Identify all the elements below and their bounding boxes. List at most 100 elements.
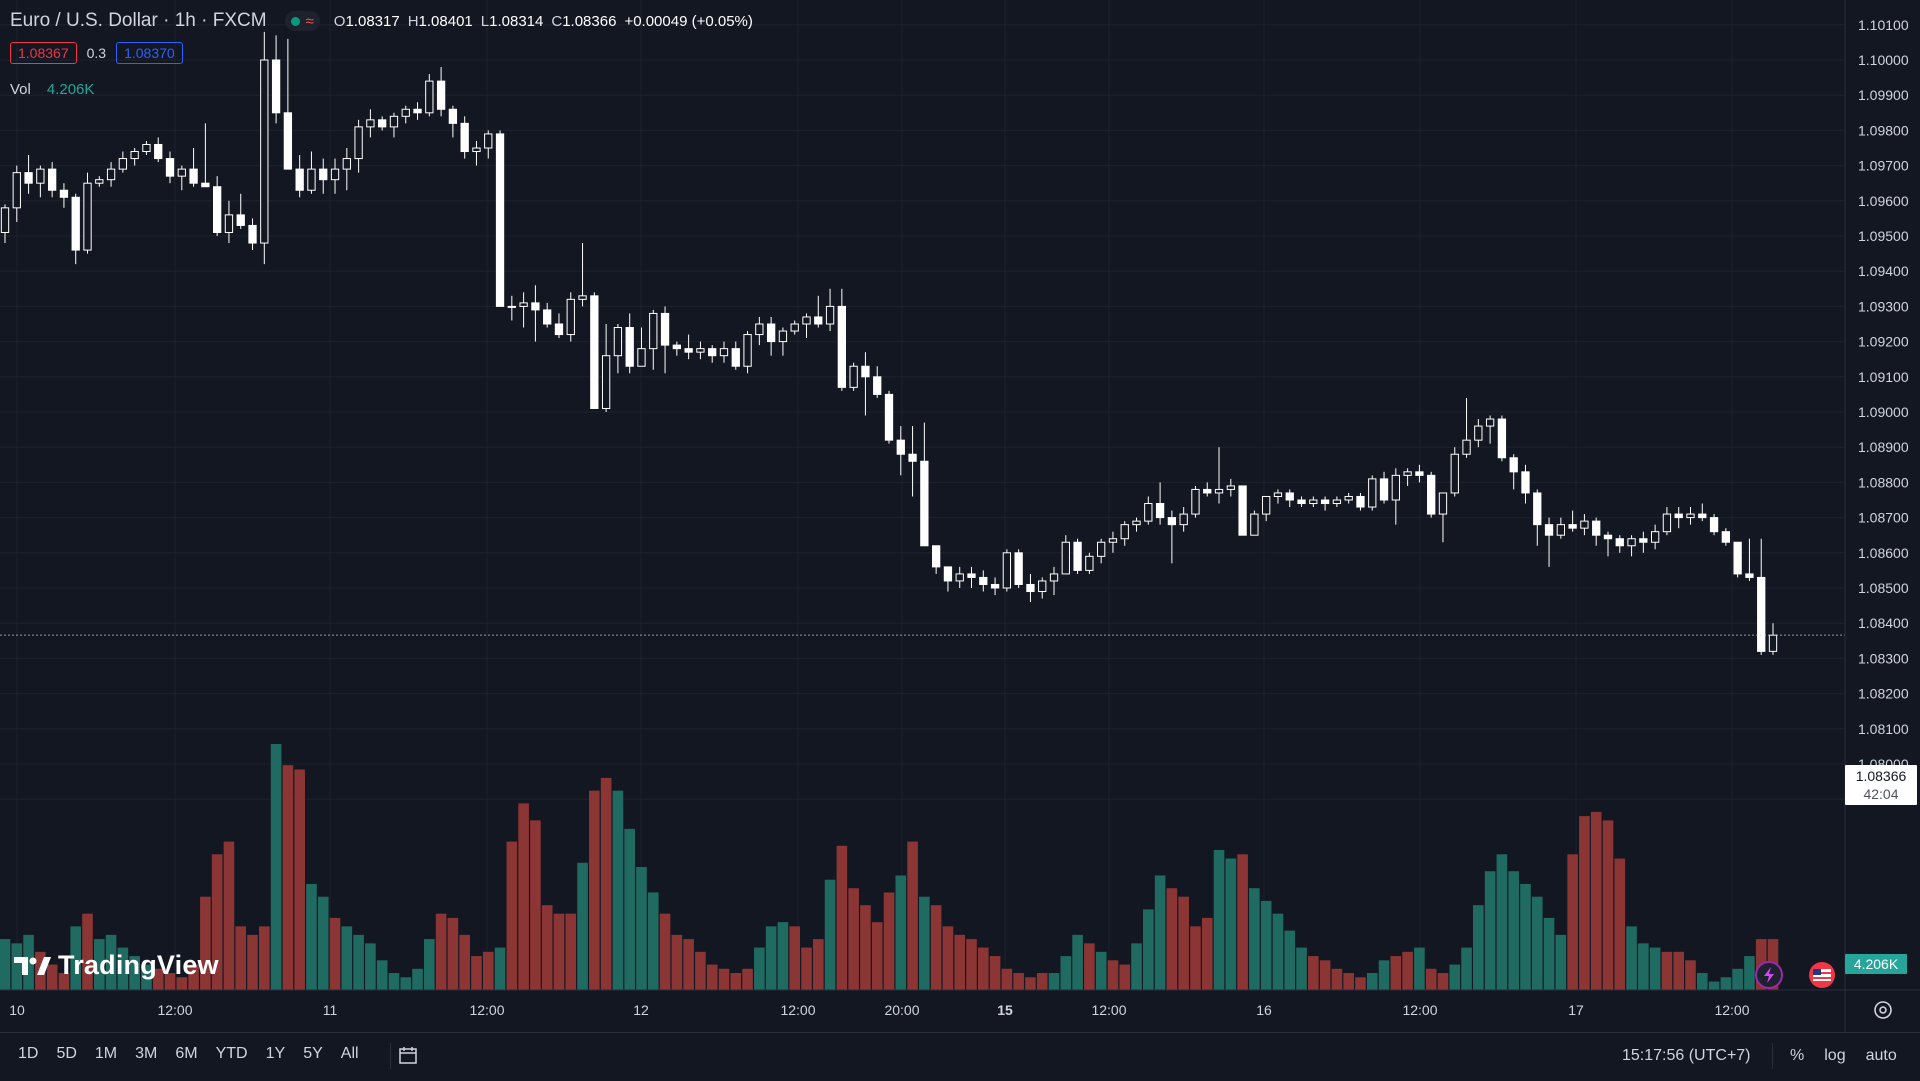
candle-body <box>1592 520 1601 536</box>
range-button-5y[interactable]: 5Y <box>303 1045 323 1062</box>
candle-body <box>590 295 599 409</box>
volume-bar <box>1626 926 1637 990</box>
log-scale-button[interactable]: log <box>1824 1047 1846 1064</box>
volume-bar <box>612 790 624 990</box>
candle <box>1191 485 1200 518</box>
volume-bar <box>1579 816 1590 990</box>
candle-body <box>1709 517 1719 533</box>
sell-price-button[interactable]: 1.08367 <box>10 42 77 64</box>
candle-body <box>460 122 469 153</box>
volume-bar <box>270 744 282 990</box>
candle <box>625 313 634 374</box>
candle <box>1427 471 1436 518</box>
candle-body <box>472 147 481 153</box>
candle <box>495 130 505 307</box>
price-chart[interactable]: 1.10100 1.10000 1.09900 1.09800 1.09700 1.096… <box>0 0 1920 1032</box>
candle <box>861 352 870 416</box>
buy-price-button[interactable]: 1.08370 <box>116 42 183 64</box>
candle-body <box>165 158 175 177</box>
candle <box>1521 464 1530 504</box>
candle-body <box>12 172 21 209</box>
candle <box>578 243 587 307</box>
volume-bar <box>1590 811 1602 990</box>
range-button-1d[interactable]: 1D <box>18 1045 39 1062</box>
candle-body <box>637 348 646 367</box>
volume-bar <box>1072 934 1083 990</box>
volume-bar <box>1296 947 1307 990</box>
candle <box>106 162 116 187</box>
candle-body <box>814 316 823 325</box>
candle <box>319 158 328 194</box>
candle <box>1698 503 1707 522</box>
volume-bar <box>23 934 34 990</box>
range-button-6m[interactable]: 6M <box>175 1045 198 1062</box>
candle <box>802 313 811 339</box>
volume-bar <box>1249 888 1260 990</box>
candle-body <box>1144 503 1153 522</box>
timezone-clock[interactable]: 15:17:56 (UTC+7) <box>1622 1047 1751 1064</box>
candle-body <box>436 80 446 110</box>
settings-gear-icon[interactable] <box>1874 1001 1892 1019</box>
bottom-toolbar: 1D 5D 1M 3M 6M YTD 1Y 5Y All 15:17:56 (UTC+7) % … <box>0 1032 1920 1081</box>
candle <box>1073 538 1082 574</box>
candle-body <box>837 305 847 388</box>
candle <box>708 345 717 363</box>
tradingview-logo-icon <box>14 956 51 975</box>
volume-bar <box>589 790 600 990</box>
candle-body <box>649 312 658 350</box>
candle <box>1674 507 1683 529</box>
volume-bar <box>1508 871 1519 990</box>
candle <box>637 327 646 367</box>
range-button-5d[interactable]: 5D <box>56 1045 77 1062</box>
market-status[interactable]: ≈ <box>284 11 320 31</box>
percent-scale-button[interactable]: % <box>1790 1047 1805 1064</box>
candle <box>1686 507 1695 525</box>
volume-bar <box>282 765 294 990</box>
candle-body <box>1686 513 1695 519</box>
candle-body <box>802 316 811 325</box>
calendar-goto-icon[interactable] <box>398 1045 420 1067</box>
candle <box>1273 489 1283 504</box>
high-value: 1.08401 <box>418 12 473 30</box>
candle-body <box>366 119 375 128</box>
candle-body <box>1474 425 1483 441</box>
candle-body <box>825 305 835 325</box>
candle <box>554 313 564 339</box>
candle-body <box>1438 492 1448 515</box>
volume-bar <box>1237 854 1248 990</box>
candle <box>507 295 516 321</box>
us-flag-icon[interactable] <box>1809 962 1835 988</box>
range-button-1y[interactable]: 1Y <box>265 1045 286 1062</box>
range-button-all[interactable]: All <box>340 1045 359 1062</box>
volume-bar <box>919 896 930 990</box>
candle <box>271 35 281 124</box>
lightning-icon[interactable] <box>1755 961 1783 989</box>
volume-legend[interactable]: Vol 4.206K <box>10 81 94 98</box>
candle <box>1544 517 1554 567</box>
candle-body <box>248 224 257 244</box>
candle <box>601 324 611 412</box>
tradingview-logo[interactable]: TradingView <box>14 950 219 981</box>
candle-body <box>495 133 505 307</box>
candle <box>1474 419 1483 448</box>
candle <box>189 148 198 187</box>
volume-bar <box>848 888 859 990</box>
price-tick-label: 1.08200 <box>1858 686 1909 702</box>
volume-bar <box>1143 909 1154 990</box>
range-button-ytd[interactable]: YTD <box>215 1045 248 1062</box>
candle <box>425 74 434 117</box>
range-button-1m[interactable]: 1M <box>94 1045 118 1062</box>
volume-bar <box>1555 934 1567 990</box>
date-range-selector: 1D 5D 1M 3M 6M YTD 1Y 5Y All <box>18 1045 359 1063</box>
symbol-title[interactable]: Euro / U.S. Dollar · 1h · FXCM <box>10 10 267 31</box>
candle-body <box>1391 474 1400 501</box>
candle-body <box>142 143 151 153</box>
range-button-3m[interactable]: 3M <box>135 1045 158 1062</box>
volume-bar <box>1319 960 1331 990</box>
volume-bar <box>1496 854 1508 990</box>
candle-body <box>1238 485 1247 536</box>
volume-bar <box>1461 947 1472 990</box>
symbol-legend[interactable]: Euro / U.S. Dollar · 1h · FXCM ≈ O1.0831… <box>10 10 753 32</box>
candle <box>1615 535 1624 553</box>
auto-scale-button[interactable]: auto <box>1865 1047 1897 1064</box>
